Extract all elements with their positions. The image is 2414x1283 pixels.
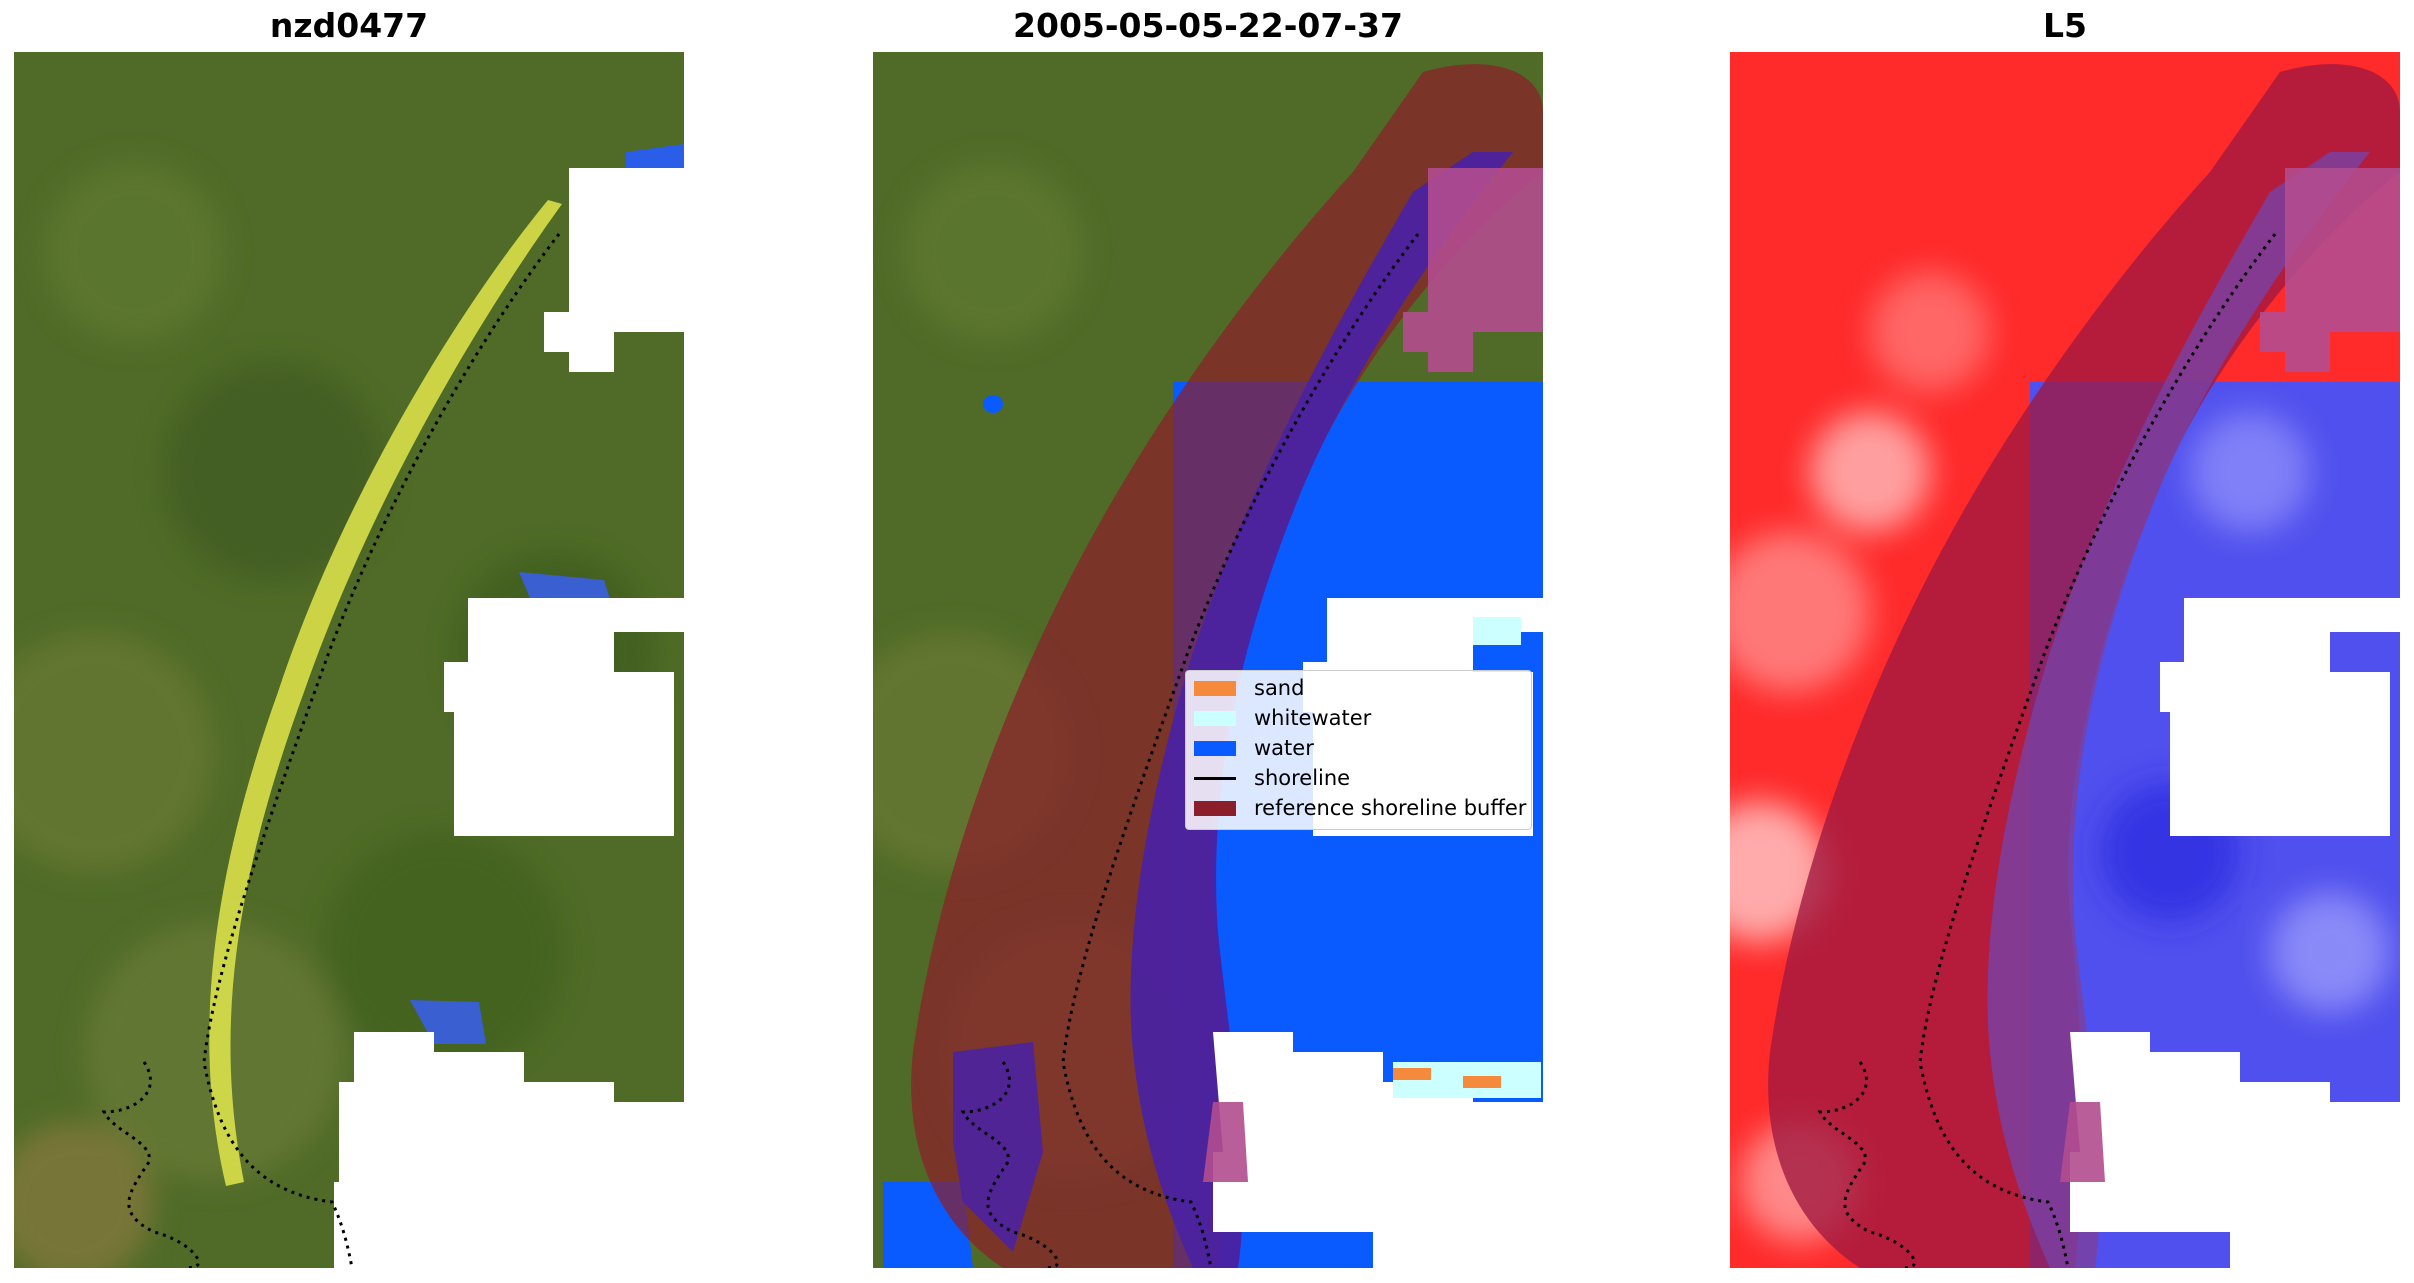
panel-title-classification: 2005-05-05-22-07-37 (1013, 6, 1403, 45)
index-panel (1730, 52, 2400, 1268)
rgb-image-panel (14, 52, 684, 1268)
legend-item-reference-buffer: reference shoreline buffer (1186, 795, 1531, 821)
legend-label: reference shoreline buffer (1254, 796, 1527, 820)
index-image (1730, 52, 2400, 1268)
legend-item-whitewater: whitewater (1186, 705, 1531, 731)
panel-title-rgb: nzd0477 (269, 6, 429, 45)
legend-item-shoreline: shoreline (1186, 765, 1531, 791)
legend-item-water: water (1186, 735, 1531, 761)
whitewater-swatch (1194, 711, 1236, 726)
buffer-swatch (1194, 801, 1236, 816)
classification-legend: sand whitewater water shoreline referenc… (1185, 670, 1532, 830)
rgb-image (14, 52, 684, 1268)
shoreline-line-swatch (1194, 777, 1236, 780)
legend-label: shoreline (1254, 766, 1351, 790)
legend-label: water (1254, 736, 1314, 760)
water-swatch (1194, 741, 1236, 756)
classification-image (873, 52, 1543, 1268)
legend-label: sand (1254, 676, 1305, 700)
shoreline-line (202, 233, 561, 1268)
panel-title-index: L5 (2043, 6, 2087, 45)
legend-label: whitewater (1254, 706, 1372, 730)
sand-swatch (1194, 681, 1236, 696)
legend-item-sand: sand (1186, 675, 1531, 701)
classification-panel (873, 52, 1543, 1268)
